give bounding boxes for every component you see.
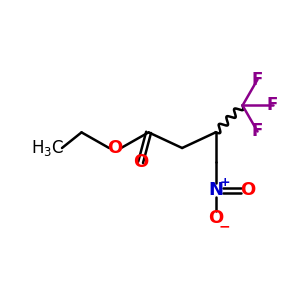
Text: F: F xyxy=(252,70,263,88)
Text: N: N xyxy=(208,182,223,200)
Text: H$_3$C: H$_3$C xyxy=(32,138,64,158)
Text: O: O xyxy=(107,139,123,157)
Text: +: + xyxy=(219,176,230,189)
Text: F: F xyxy=(267,97,278,115)
Text: O: O xyxy=(133,153,148,171)
Text: O: O xyxy=(240,182,255,200)
Text: F: F xyxy=(252,122,263,140)
Text: O: O xyxy=(208,209,223,227)
Text: −: − xyxy=(219,219,230,233)
